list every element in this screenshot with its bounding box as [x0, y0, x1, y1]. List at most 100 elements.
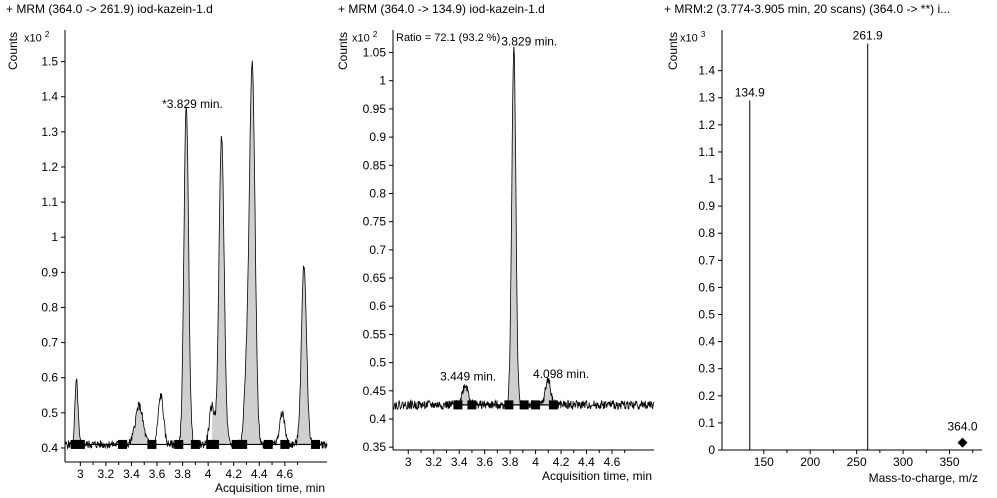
- integration-marker: [190, 439, 200, 449]
- x-tick-label: 4: [205, 467, 212, 481]
- x-tick-label: 3.6: [476, 455, 493, 469]
- y-tick-label: 0.5: [369, 356, 386, 370]
- y-scale-label: x10 3: [680, 30, 706, 45]
- y-tick-label: 0.35: [363, 440, 387, 454]
- y-tick-label: 1.3: [41, 125, 58, 139]
- y-tick-label: 1.2: [698, 118, 715, 132]
- y-tick-label: 1.1: [41, 195, 58, 209]
- integration-marker: [75, 439, 85, 449]
- y-tick-label: 0.9: [41, 265, 58, 279]
- integration-marker: [504, 400, 514, 410]
- integration-marker: [531, 400, 541, 410]
- y-tick-label: 0.6: [698, 280, 715, 294]
- y-tick-label: 0.5: [698, 308, 715, 322]
- integration-marker: [147, 439, 157, 449]
- x-tick-label: 4.6: [276, 467, 293, 481]
- y-tick-label: 0: [708, 443, 715, 457]
- x-tick-label: 3.4: [451, 455, 468, 469]
- y-tick-label: 0.4: [41, 441, 58, 455]
- peak-area: [178, 107, 196, 445]
- y-scale-label: x10 2: [352, 30, 378, 45]
- y-tick-label: 1.05: [363, 46, 387, 60]
- y-tick-label: 1: [379, 74, 386, 88]
- y-tick-label: 0.9: [698, 199, 715, 213]
- x-tick-label: 4.2: [553, 455, 570, 469]
- chromatogram-plot: 0.35 0.4 0.45 0.5 0.55 0.6 0.65 0.7 0.75 0.8 0.85 0…: [363, 30, 655, 483]
- signal-trace: [392, 46, 655, 411]
- y-tick-label: 1.2: [41, 160, 58, 174]
- y-tick-label: 1: [51, 230, 58, 244]
- peak-annotation: 3.829 min.: [501, 34, 557, 48]
- integration-marker: [548, 400, 558, 410]
- y-tick-label: 1: [708, 172, 715, 186]
- y-tick-label: 0.8: [369, 186, 386, 200]
- y-tick-label: 0.4: [698, 335, 715, 349]
- integration-marker: [467, 400, 477, 410]
- y-tick-label: 0.4: [369, 412, 386, 426]
- y-tick-label: 0.65: [363, 271, 387, 285]
- y-tick-label: 0.75: [363, 215, 387, 229]
- x-tick-label: 3: [77, 467, 84, 481]
- precursor-marker: [957, 437, 968, 448]
- spectrum-peak-label: 261.9: [853, 29, 883, 43]
- x-axis-label: Acquisition time, min: [542, 469, 652, 483]
- spectrum-peak-label: 134.9: [735, 85, 765, 99]
- y-tick-label: 0.85: [363, 158, 387, 172]
- y-tick-label: 0.45: [363, 384, 387, 398]
- x-axis-label: Mass-to-charge, m/z: [869, 471, 978, 485]
- chromatogram-plot: 0.4 0.5 0.6 0.7 0.8 0.9 1 1.1 1.2 1.3 1.4 1.5 3 3.2 3.…: [41, 30, 328, 495]
- peak-annotation: *3.829 min.: [162, 97, 223, 111]
- peak-area: [71, 378, 82, 445]
- peak-area: [535, 377, 554, 405]
- spectrum-plot: 0 0.1 0.2 0.3 0.4 0.5 0.6 0.7 0.8 0.9 1 1.1 1.2 1.3 1.…: [698, 29, 982, 485]
- x-tick-label: 3.2: [425, 455, 442, 469]
- precursor-label: 364.0: [947, 420, 977, 434]
- chart-title: + MRM (364.0 -> 134.9) iod-kazein-1.d: [338, 2, 545, 16]
- chart-panel-3: + MRM:2 (3.774-3.905 min, 20 scans) (364…: [664, 0, 997, 498]
- integration-marker: [70, 439, 80, 449]
- chart-panel-2: + MRM (364.0 -> 134.9) iod-kazein-1.d Co…: [332, 0, 662, 498]
- y-scale-label: x10 2: [24, 30, 50, 45]
- integration-marker: [210, 439, 220, 449]
- y-tick-label: 1.5: [41, 55, 58, 69]
- x-tick-label: 3.8: [174, 467, 191, 481]
- y-tick-label: 0.8: [41, 300, 58, 314]
- integration-marker: [453, 400, 463, 410]
- integration-marker: [280, 439, 290, 449]
- x-tick-label: 250: [847, 455, 867, 469]
- x-tick-label: 3.4: [123, 467, 140, 481]
- x-tick-label: 4.4: [251, 467, 268, 481]
- y-tick-label: 0.3: [698, 362, 715, 376]
- y-tick-label: 0.9: [369, 130, 386, 144]
- integration-marker: [231, 439, 241, 449]
- y-tick-label: 0.7: [41, 336, 58, 350]
- x-tick-label: 4.6: [604, 455, 621, 469]
- y-tick-label: 0.7: [698, 253, 715, 267]
- integration-marker: [519, 400, 529, 410]
- chart-title: + MRM:2 (3.774-3.905 min, 20 scans) (364…: [664, 2, 951, 16]
- peak-annotation: 4.098 min.: [533, 367, 589, 381]
- x-tick-label: 3.6: [149, 467, 166, 481]
- x-tick-label: 4: [532, 455, 539, 469]
- chart-panel-1: + MRM (364.0 -> 261.9) iod-kazein-1.d Co…: [0, 0, 330, 498]
- peak-annotation: 3.449 min.: [440, 370, 496, 384]
- y-tick-label: 0.5: [41, 406, 58, 420]
- integration-marker: [174, 439, 184, 449]
- y-tick-label: 0.8: [698, 226, 715, 240]
- integration-marker: [263, 439, 273, 449]
- y-tick-label: 0.55: [363, 327, 387, 341]
- y-tick-label: 0.6: [41, 371, 58, 385]
- x-tick-label: 150: [754, 455, 774, 469]
- y-tick-label: 1.4: [41, 90, 58, 104]
- y-tick-label: 0.1: [698, 416, 715, 430]
- x-tick-label: 200: [800, 455, 820, 469]
- signal-trace: [64, 60, 328, 450]
- y-tick-label: 1.4: [698, 64, 715, 78]
- x-tick-label: 300: [893, 455, 913, 469]
- y-tick-label: 0.95: [363, 102, 387, 116]
- y-tick-label: 0.2: [698, 389, 715, 403]
- x-tick-label: 3.8: [502, 455, 519, 469]
- x-tick-label: 3: [405, 455, 412, 469]
- peak-area: [121, 402, 151, 445]
- integration-marker: [118, 439, 128, 449]
